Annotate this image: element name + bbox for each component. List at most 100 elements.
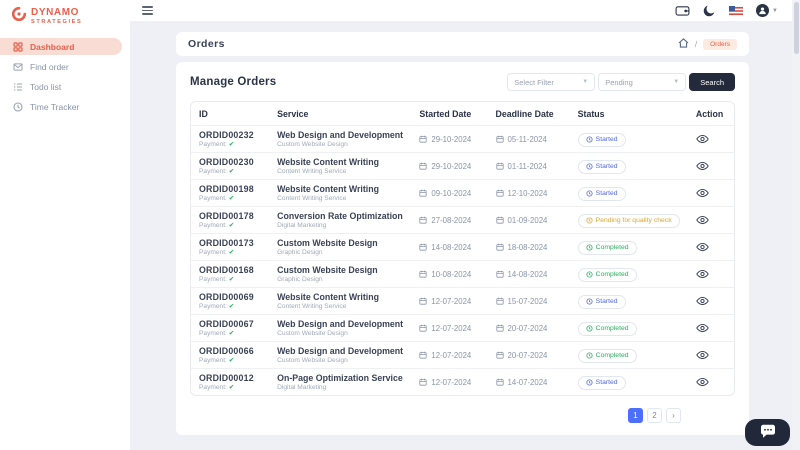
scrollbar-thumb[interactable] [794,2,799,54]
sidebar-item-dashboard[interactable]: Dashboard [0,38,122,55]
eye-icon [696,296,709,306]
find-order-icon [13,62,23,71]
order-id: ORDID00198 [199,183,254,194]
breadcrumb-current: Orders [703,38,737,50]
chat-button[interactable] [745,419,790,446]
filter-select[interactable]: Select Filter ▼ [507,73,596,91]
order-id: ORDID00173 [199,237,254,248]
pagination-page-2[interactable]: 2 [647,408,662,423]
view-order-button[interactable] [696,215,709,225]
sidebar-item-time-tracker[interactable]: Time Tracker [0,98,122,115]
topbar-actions: ▼ [675,4,778,17]
payment-label: Payment: [199,167,227,175]
orders-card: Manage Orders Select Filter ▼ Pending ▼ … [176,62,749,435]
order-id: ORDID00012 [199,372,254,383]
payment-check-icon: ✔ [228,194,235,202]
view-order-button[interactable] [696,242,709,252]
calendar-icon [419,216,427,224]
section-title: Manage Orders [190,76,277,88]
view-order-button[interactable] [696,161,709,171]
orders-card-header: Manage Orders Select Filter ▼ Pending ▼ … [190,73,735,91]
view-order-button[interactable] [696,377,709,387]
breadcrumb-trail: / Orders [678,35,737,53]
status-badge: Started [577,186,626,201]
calendar-icon [419,189,427,197]
view-order-button[interactable] [696,134,709,144]
deadline-date: 05-11-2024 [495,135,547,144]
payment-status: Payment: ✔ [199,195,261,203]
view-order-button[interactable] [696,323,709,333]
pagination-next-button[interactable]: › [666,408,681,423]
service-category: Content Writing Service [277,194,347,202]
table-row: ORDID00069 Payment: ✔ Website Content Writ… [191,287,734,315]
started-date: 09-10-2024 [419,189,471,198]
home-icon[interactable] [678,35,689,53]
filter-select-value: Select Filter [514,77,554,87]
view-order-button[interactable] [696,269,709,279]
service-name: Web Design and Development [277,345,404,356]
table-header-row: ID Service Started Date Deadline Date Status… [191,102,734,126]
table-row: ORDID00198 Payment: ✔ Website Content Writ… [191,179,734,207]
payment-status: Payment: ✔ [199,330,261,338]
status-clock-icon [586,298,593,305]
sidebar-item-todo-list[interactable]: Todo list [0,78,122,95]
payment-status: Payment: ✔ [199,168,261,176]
service-name: Web Design and Development [277,318,404,329]
brand-logo: DYNAMO STRATEGIES [0,0,130,35]
user-avatar-button[interactable]: ▼ [756,4,778,17]
time-tracker-icon [13,101,23,112]
sidebar-item-find-order[interactable]: Find order [0,58,122,75]
status-badge: Completed [577,348,637,363]
payment-label: Payment: [199,140,227,148]
payment-status: Payment: ✔ [199,276,261,284]
deadline-date: 15-07-2024 [495,297,547,306]
scrollbar[interactable] [792,0,800,450]
wallet-icon[interactable] [675,5,690,16]
started-date: 29-10-2024 [419,162,471,171]
dark-mode-moon-icon[interactable] [703,4,716,17]
view-order-button[interactable] [696,350,709,360]
eye-icon [696,377,709,387]
payment-label: Payment: [199,356,227,364]
status-clock-icon [586,271,593,278]
service-name: Custom Website Design [277,237,378,248]
table-row: ORDID00066 Payment: ✔ Web Design and Devel… [191,341,734,369]
calendar-icon [495,324,504,332]
service-category: Custom Website Design [277,356,348,364]
brand-name-line1: DYNAMO [31,6,80,18]
order-id: ORDID00178 [199,210,254,221]
deadline-date: 12-10-2024 [495,189,547,198]
calendar-icon [419,297,427,305]
deadline-date: 20-07-2024 [495,324,547,333]
deadline-date: 14-08-2024 [495,270,547,279]
brand-name: DYNAMO STRATEGIES [31,6,82,26]
started-date: 10-08-2024 [419,270,471,279]
service-name: On-Page Optimization Service [277,372,403,383]
language-flag-icon[interactable] [729,5,744,16]
service-name: Conversion Rate Optimization [277,210,403,221]
status-select[interactable]: Pending ▼ [598,73,687,91]
deadline-date: 18-08-2024 [495,243,547,252]
sidebar-item-label: Find order [30,61,69,72]
service-name: Custom Website Design [277,264,378,275]
column-header: Status [577,109,605,119]
pagination: 1 2 › [190,408,735,423]
column-header: ID [199,109,208,119]
page-title: Orders [188,38,225,50]
hamburger-menu-button[interactable] [142,6,153,15]
payment-status: Payment: ✔ [199,303,261,311]
status-badge: Started [577,375,626,390]
status-badge: Started [577,294,626,309]
payment-check-icon: ✔ [228,275,235,283]
eye-icon [696,188,709,198]
eye-icon [696,242,709,252]
deadline-date: 01-09-2024 [495,216,547,225]
view-order-button[interactable] [696,188,709,198]
view-order-button[interactable] [696,296,709,306]
pagination-page-1[interactable]: 1 [628,408,643,423]
search-button[interactable]: Search [689,73,735,91]
service-name: Website Content Writing [277,183,379,194]
status-badge: Completed [577,267,637,282]
column-header: Service [277,109,309,119]
order-id: ORDID00067 [199,318,254,329]
